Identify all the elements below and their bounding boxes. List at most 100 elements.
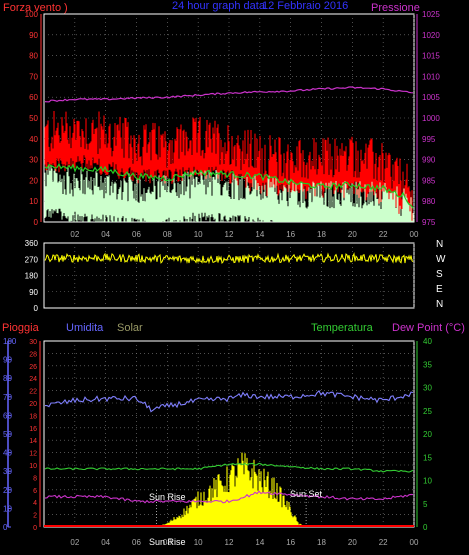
wind-ytick-100: 100 [25, 10, 39, 19]
pressure-ytick-1010: 1010 [422, 72, 440, 81]
rain-ytick-14: 14 [29, 438, 37, 445]
humidity-series [45, 390, 414, 413]
wind-xtick-18: 18 [317, 230, 326, 239]
rain-ytick-16: 16 [29, 426, 37, 433]
wind-speed-axis-title: Forza vento [3, 2, 61, 14]
pressure-ytick-985: 985 [422, 176, 436, 185]
direction-compass-1: W [436, 254, 446, 265]
temperature-ytick-10: 10 [423, 477, 432, 486]
humidity-ytick-0: 0 [3, 523, 8, 532]
pressure-ytick-980: 980 [422, 197, 436, 206]
direction-ytick-90: 90 [29, 288, 38, 297]
series-layer [44, 86, 414, 527]
wind-ytick-30: 30 [29, 156, 38, 165]
temperature-ytick-20: 20 [423, 430, 432, 439]
temp-xtick-20: 20 [348, 538, 357, 547]
humidity-ytick-20: 20 [3, 486, 12, 495]
rain-ytick-8: 8 [33, 475, 37, 482]
chart-title: 24 hour graph data [172, 0, 266, 12]
temp-xtick-10: 10 [194, 538, 203, 547]
wind-ytick-10: 10 [29, 197, 38, 206]
wind-xtick-14: 14 [255, 230, 264, 239]
rain-ytick-18: 18 [29, 413, 37, 420]
humidity-ytick-60: 60 [3, 411, 12, 420]
rain-ytick-20: 20 [29, 401, 37, 408]
humidity-ytick-90: 90 [3, 356, 12, 365]
wind-ytick-80: 80 [29, 52, 38, 61]
wind-ytick-90: 90 [29, 31, 38, 40]
direction-ytick-270: 270 [25, 255, 39, 264]
rain-ytick-28: 28 [29, 351, 37, 358]
wind-xtick-04: 04 [101, 230, 110, 239]
humidity-ytick-10: 10 [3, 504, 12, 513]
rain-ytick-26: 26 [29, 364, 37, 371]
direction-compass-2: S [436, 269, 443, 280]
direction-ytick-180: 180 [25, 272, 39, 281]
wind-ytick-40: 40 [29, 135, 38, 144]
chart-date: 12 Febbraio 2016 [262, 0, 348, 12]
pressure-axis-title: Pressione [371, 2, 420, 14]
wind-ytick-0: 0 [34, 218, 39, 227]
direction-ytick-0: 0 [34, 304, 39, 313]
legend-rain: Pioggia [2, 322, 40, 334]
wind-xtick-02: 02 [70, 230, 79, 239]
rain-ytick-6: 6 [33, 488, 37, 495]
wind-direction-series [44, 252, 414, 265]
wind-xtick-10: 10 [194, 230, 203, 239]
wind-xtick-20: 20 [348, 230, 357, 239]
legend-solar: Solar [117, 322, 143, 334]
wind-xtick-16: 16 [286, 230, 295, 239]
temp-xtick-00: 00 [410, 538, 419, 547]
temperature-ytick-30: 30 [423, 384, 432, 393]
sun-set-label: Sun Set [290, 489, 323, 499]
humidity-ytick-70: 70 [3, 393, 12, 402]
direction-compass-0: N [436, 239, 443, 250]
wind-trend-series [44, 162, 414, 209]
temp-xtick-16: 16 [286, 538, 295, 547]
humidity-ytick-50: 50 [3, 430, 12, 439]
temp-xtick-06: 06 [132, 538, 141, 547]
dewpoint-series [44, 490, 414, 504]
temp-xtick-04: 04 [101, 538, 110, 547]
pressure-ytick-995: 995 [422, 135, 436, 144]
temperature-ytick-25: 25 [423, 407, 432, 416]
wind-ytick-60: 60 [29, 93, 38, 102]
pressure-ytick-1005: 1005 [422, 93, 440, 102]
legend-temperature: Temperatura [311, 322, 374, 334]
wind-speed-axis-title-suffix: ) [64, 2, 68, 14]
wind-xtick-08: 08 [163, 230, 172, 239]
temp-xtick-08: 08 [163, 538, 172, 547]
sun-rise-time-label: Sun Rise [149, 537, 186, 547]
temp-xtick-22: 22 [379, 538, 388, 547]
rain-ytick-30: 30 [29, 339, 37, 346]
pressure-ytick-1020: 1020 [422, 31, 440, 40]
humidity-ytick-100: 100 [3, 337, 17, 346]
wind-xtick-06: 06 [132, 230, 141, 239]
sun-rise-label: Sun Rise [149, 492, 186, 502]
legend-humidity: Umidita [66, 322, 104, 334]
labels-layer: 0102030405060708090100975980985990995100… [3, 10, 446, 547]
rain-ytick-10: 10 [29, 463, 37, 470]
axes-layer [7, 14, 418, 528]
temperature-ytick-35: 35 [423, 360, 432, 369]
humidity-ytick-30: 30 [3, 467, 12, 476]
temp-xtick-12: 12 [225, 538, 234, 547]
humidity-ytick-80: 80 [3, 374, 12, 383]
rain-ytick-4: 4 [33, 500, 37, 507]
temperature-series [44, 462, 414, 473]
rain-ytick-2: 2 [33, 513, 37, 520]
wind-xtick-00: 00 [410, 230, 419, 239]
pressure-ytick-975: 975 [422, 218, 436, 227]
temperature-ytick-0: 0 [423, 523, 428, 532]
pressure-ytick-1025: 1025 [422, 10, 440, 19]
wind-average-series [44, 165, 414, 222]
temperature-ytick-5: 5 [423, 500, 428, 509]
wind-xtick-12: 12 [225, 230, 234, 239]
legend-dewpoint: Dew Point (°C) [392, 322, 465, 334]
wind-xtick-22: 22 [379, 230, 388, 239]
rain-ytick-0: 0 [33, 525, 37, 532]
rain-ytick-24: 24 [29, 376, 37, 383]
wind-ytick-20: 20 [29, 176, 38, 185]
wind-gust-series [44, 111, 414, 222]
